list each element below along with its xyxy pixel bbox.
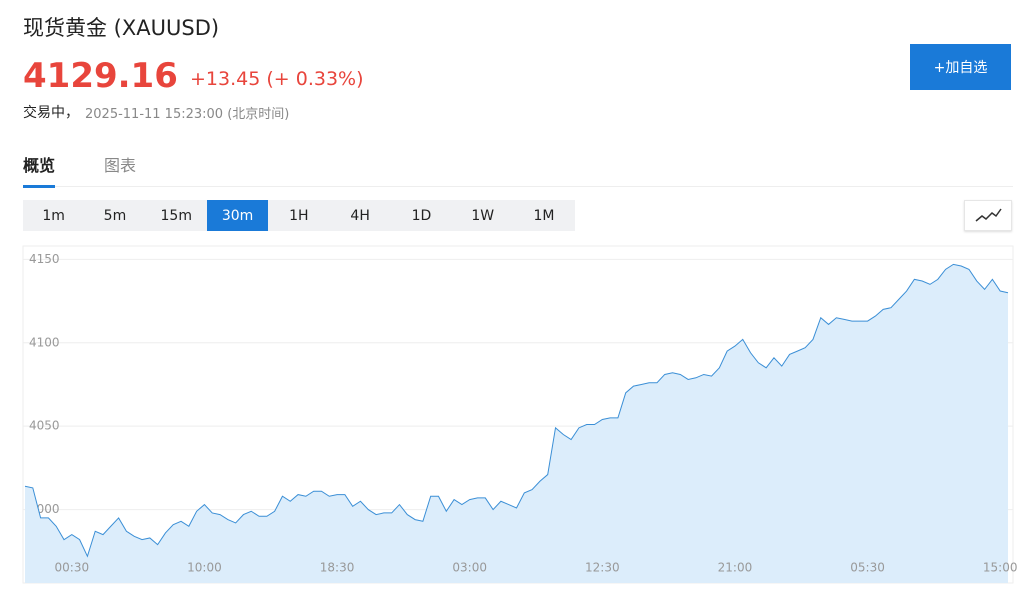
icon <box>975 208 1002 222</box>
area <box>25 264 1008 583</box>
plot-area <box>22 245 1014 584</box>
y-tick-label: 4100 <box>29 335 60 349</box>
chart-style-button[interactable] <box>964 200 1012 231</box>
timestamp: 2025-11-11 15:23:00 (北京时间) <box>85 107 290 122</box>
tab[interactable]: 图表 <box>104 156 137 175</box>
interval-button[interactable]: 1W <box>471 207 495 224</box>
interval-bar: 1m 5m 15m 30m 1H 4H 1D 1W 1M <box>23 200 575 231</box>
change: +13.45 (+ 0.33%) <box>190 68 364 90</box>
y-tick-label: 4150 <box>29 252 60 266</box>
x-tick-label: 00:30 <box>55 561 90 575</box>
price: 4129.16 <box>23 56 178 96</box>
interval-button[interactable]: 15m <box>160 207 192 224</box>
interval-button[interactable]: 1D <box>411 207 432 224</box>
interval-button[interactable]: 30m <box>206 200 269 231</box>
y-tick-label: 4050 <box>29 419 60 433</box>
x-tick-label: 05:30 <box>850 561 885 575</box>
line <box>24 263 1009 558</box>
interval-button[interactable]: 1m <box>42 207 65 224</box>
tabs: 概览 图表 <box>23 150 1013 188</box>
x-tick-label: 03:00 <box>452 561 487 575</box>
interval-button[interactable]: 5m <box>103 207 127 224</box>
status: 交易中， <box>23 105 79 121</box>
interval-button[interactable]: 4H <box>350 207 370 224</box>
tab[interactable]: 概览 <box>23 152 56 188</box>
x-tick-label: 12:30 <box>585 561 620 575</box>
x-tick-label: 18:30 <box>320 561 355 575</box>
interval-button[interactable]: 1H <box>289 207 309 224</box>
watchlist-button[interactable]: +加自选 <box>910 44 1011 90</box>
interval-button[interactable]: 1M <box>533 207 555 224</box>
title: 现货黄金 (XAUUSD) <box>23 16 220 40</box>
y-tick-label: 4000 <box>29 502 60 516</box>
x-tick-label: 10:00 <box>187 561 222 575</box>
x-tick-label: 15:00 <box>983 561 1018 575</box>
x-tick-label: 21:00 <box>718 561 753 575</box>
